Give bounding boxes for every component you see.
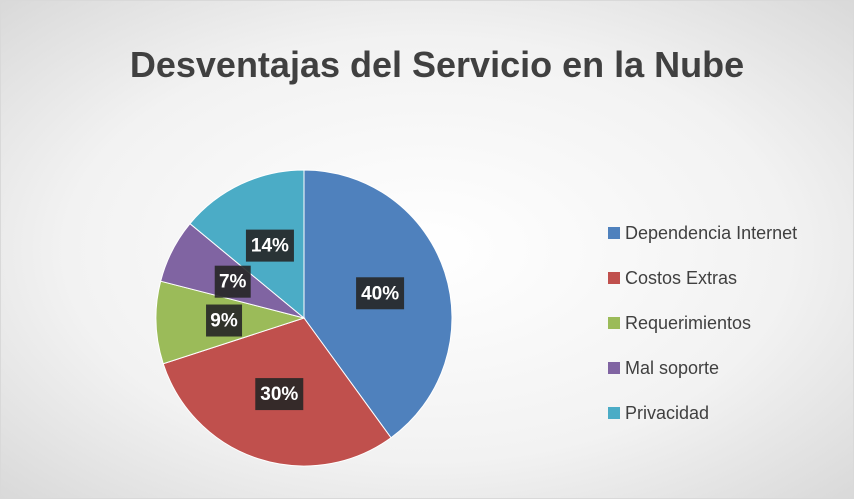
legend-label: Requerimientos (625, 313, 751, 333)
legend-label: Dependencia Internet (625, 223, 797, 243)
legend-swatch (608, 272, 620, 284)
data-label: 30% (260, 384, 298, 405)
legend-label: Mal soporte (625, 358, 719, 378)
legend-swatch (608, 227, 620, 239)
legend-swatch (608, 362, 620, 374)
data-label: 7% (219, 272, 247, 293)
data-label: 14% (251, 236, 289, 257)
data-label-box (255, 378, 304, 411)
data-label: 9% (210, 311, 238, 332)
data-label-box (245, 229, 294, 262)
chart-title: Desventajas del Servicio en la Nube (129, 44, 745, 85)
legend-label: Costos Extras (625, 268, 737, 288)
legend-label: Privacidad (625, 403, 709, 423)
data-label: 40% (361, 283, 399, 304)
data-label-box (214, 265, 251, 298)
legend-swatch (608, 407, 620, 419)
legend-swatch (608, 317, 620, 329)
data-label-box (206, 304, 243, 337)
data-label-box (356, 277, 405, 310)
